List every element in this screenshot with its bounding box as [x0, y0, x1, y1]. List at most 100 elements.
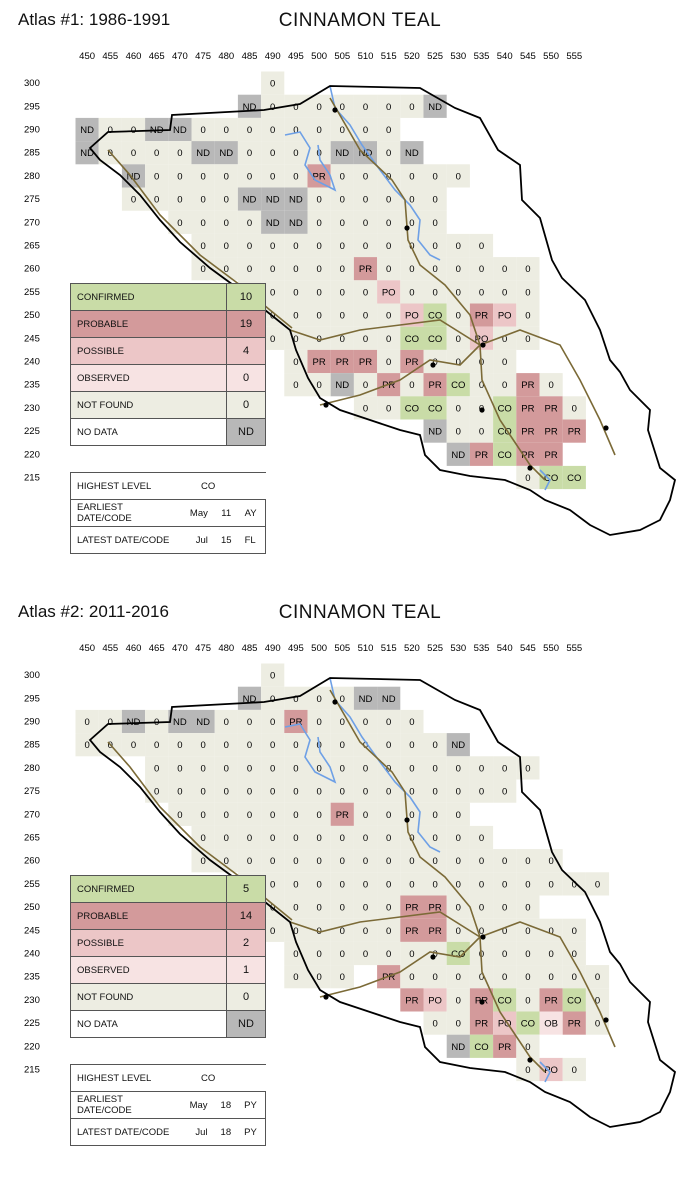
- cell-label: 0: [270, 787, 275, 798]
- cell-label: PR: [336, 810, 349, 821]
- cell-label: 0: [479, 903, 484, 914]
- cell-label: 0: [479, 879, 484, 890]
- grid-cell: [237, 825, 262, 850]
- grid-cell: [214, 733, 238, 757]
- grid-cell: [214, 187, 238, 211]
- grid-cell: [493, 257, 517, 281]
- grid-cell: [377, 280, 401, 304]
- cell-label: CO: [498, 450, 512, 461]
- x-tick-label: 505: [334, 643, 350, 654]
- cell-label: 0: [316, 380, 321, 391]
- cell-label: 0: [247, 787, 252, 798]
- grid-cell: [307, 825, 331, 850]
- cell-label: 0: [200, 241, 205, 252]
- cell-label: 0: [386, 403, 391, 414]
- cell-label: 0: [270, 125, 275, 136]
- grid-cell: [214, 709, 238, 734]
- grid-cell: [330, 233, 354, 258]
- cell-label: 0: [386, 148, 391, 159]
- cell-label: 0: [456, 810, 461, 821]
- cell-label: 0: [154, 171, 159, 182]
- grid-cell: [562, 1011, 586, 1035]
- cell-label: 0: [200, 171, 205, 182]
- grid-cell: [469, 872, 494, 896]
- grid-cell: [330, 965, 354, 989]
- grid-cell: [261, 849, 285, 873]
- cell-label: 0: [316, 856, 321, 867]
- cell-label: ND: [219, 148, 233, 159]
- y-tick-label: 280: [24, 763, 40, 774]
- cell-label: 0: [572, 879, 577, 890]
- grid-cell: [400, 918, 424, 942]
- cell-label: 0: [456, 287, 461, 298]
- cell-label: PO: [382, 287, 396, 298]
- grid-cell: [423, 326, 447, 350]
- atlas-title: Atlas #2: 2011-2016: [18, 602, 169, 621]
- grid-cell: [493, 326, 517, 350]
- cell-label: 0: [270, 926, 275, 937]
- grid-cell: [469, 1034, 494, 1058]
- grid-cell: [516, 918, 540, 942]
- grid-cell: [261, 164, 285, 188]
- y-tick-label: 295: [24, 101, 40, 112]
- grid-cell: [237, 94, 262, 118]
- cell-label: ND: [289, 195, 303, 206]
- cell-label: 0: [363, 763, 368, 774]
- species-title: CINNAMON TEAL: [278, 10, 442, 31]
- legend-label: CONFIRMED: [70, 875, 227, 903]
- grid-cell: [330, 779, 354, 803]
- cell-label: 0: [363, 195, 368, 206]
- cell-label: 0: [456, 264, 461, 275]
- cell-label: 0: [316, 903, 321, 914]
- grid-cell: [237, 117, 262, 142]
- grid-cell: [469, 825, 494, 850]
- cell-label: 0: [432, 833, 437, 844]
- cell-label: 0: [409, 171, 414, 182]
- grid-cell: [469, 849, 494, 873]
- cell-label: ND: [80, 148, 94, 159]
- cell-label: 0: [572, 949, 577, 960]
- legend-row-not-found: NOT FOUND 0: [70, 391, 266, 419]
- cell-label: ND: [127, 171, 141, 182]
- y-tick-label: 300: [24, 78, 40, 89]
- cell-label: 0: [502, 763, 507, 774]
- cell-label: ND: [451, 740, 465, 751]
- grid-cell: [330, 164, 354, 188]
- cell-label: 0: [479, 287, 484, 298]
- grid-cell: [423, 733, 447, 757]
- cell-label: 0: [340, 717, 345, 728]
- cell-label: PO: [498, 311, 512, 322]
- cell-label: 0: [340, 287, 345, 298]
- grid-cell: [353, 349, 378, 374]
- cell-label: 0: [340, 856, 345, 867]
- grid-cell: [377, 187, 401, 211]
- grid-cell: [446, 756, 470, 780]
- cell-label: 0: [200, 125, 205, 136]
- grid-cell: [284, 941, 308, 966]
- cell-label: 0: [293, 241, 298, 252]
- cell-label: 0: [293, 856, 298, 867]
- grid-cell: [284, 965, 308, 989]
- town-dot: [404, 817, 410, 823]
- grid-cell: [400, 709, 424, 734]
- grid-cell: [284, 233, 308, 258]
- cell-label: 0: [200, 833, 205, 844]
- y-tick-label: 250: [24, 310, 40, 321]
- grid-cell: [330, 210, 354, 234]
- cell-label: OB: [544, 1019, 558, 1030]
- cell-label: 0: [247, 148, 252, 159]
- cell-label: 0: [456, 171, 461, 182]
- cell-label: 0: [247, 856, 252, 867]
- grid-cell: [446, 257, 470, 281]
- grid-cell: [168, 164, 192, 188]
- river-line: [284, 131, 337, 192]
- legend-row-probable: PROBABLE 19: [70, 310, 266, 338]
- cell-label: PR: [544, 427, 557, 438]
- cell-label: ND: [382, 694, 396, 705]
- legend-row-observed: OBSERVED 0: [70, 364, 266, 392]
- grid-cell: [191, 117, 215, 142]
- cell-label: 0: [456, 1019, 461, 1030]
- cell-label: 0: [595, 972, 600, 983]
- cell-label: 0: [316, 218, 321, 229]
- cell-label: 0: [525, 1065, 530, 1076]
